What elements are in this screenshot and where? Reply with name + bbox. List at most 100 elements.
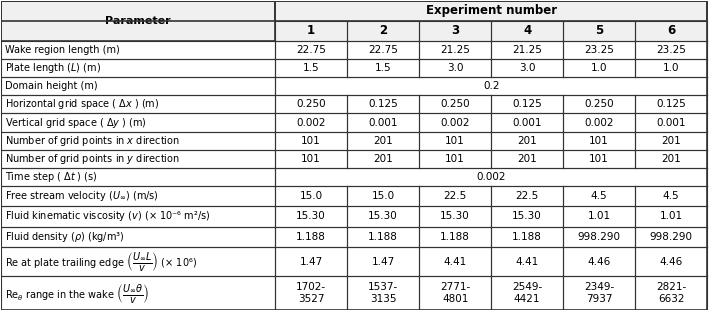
Bar	[491, 226, 563, 247]
Bar	[491, 114, 563, 132]
Bar	[491, 41, 563, 59]
Text: 5: 5	[595, 24, 603, 37]
Bar	[636, 21, 707, 41]
Bar	[347, 247, 419, 276]
Text: 1.5: 1.5	[375, 63, 391, 73]
Bar	[347, 41, 419, 59]
Text: 0.001: 0.001	[513, 118, 542, 128]
Text: 15.30: 15.30	[440, 211, 470, 221]
Bar	[419, 247, 491, 276]
Text: 0.125: 0.125	[513, 99, 542, 109]
Text: 101: 101	[589, 154, 609, 164]
Bar	[1, 77, 275, 95]
Text: 4.46: 4.46	[588, 257, 611, 267]
Text: 1.01: 1.01	[588, 211, 611, 221]
Bar	[491, 206, 563, 226]
Bar	[1, 206, 275, 226]
Text: 0.002: 0.002	[584, 118, 614, 128]
Text: 2: 2	[379, 24, 388, 37]
Bar	[636, 226, 707, 247]
Bar	[275, 41, 347, 59]
Text: 22.5: 22.5	[443, 191, 467, 201]
Text: 201: 201	[517, 136, 537, 146]
Text: 15.30: 15.30	[368, 211, 398, 221]
Bar	[275, 186, 347, 206]
Text: 0.250: 0.250	[584, 99, 614, 109]
Text: Wake region length (m): Wake region length (m)	[5, 45, 120, 55]
Bar	[419, 206, 491, 226]
Text: 1.47: 1.47	[299, 257, 322, 267]
Text: 2549-
4421: 2549- 4421	[512, 282, 542, 304]
Text: 4: 4	[523, 24, 531, 37]
Text: 101: 101	[445, 154, 465, 164]
Text: 101: 101	[301, 136, 321, 146]
Bar	[419, 21, 491, 41]
Bar	[491, 186, 563, 206]
Text: 998.290: 998.290	[578, 232, 620, 242]
Text: 1.188: 1.188	[296, 232, 326, 242]
Text: 15.0: 15.0	[299, 191, 322, 201]
Bar	[419, 150, 491, 168]
Text: 101: 101	[445, 136, 465, 146]
Bar	[636, 150, 707, 168]
Bar	[636, 41, 707, 59]
Text: Horizontal grid space ( $\Delta x$ ) (m): Horizontal grid space ( $\Delta x$ ) (m)	[5, 97, 159, 111]
Text: Domain height (m): Domain height (m)	[5, 81, 98, 91]
Bar	[275, 168, 707, 186]
Text: Fluid density ($\rho$) (kg/m³): Fluid density ($\rho$) (kg/m³)	[5, 230, 124, 244]
Bar	[563, 114, 636, 132]
Text: 6: 6	[667, 24, 675, 37]
Text: Fluid kinematic viscosity ($v$) (× 10⁻⁶ m²/s): Fluid kinematic viscosity ($v$) (× 10⁻⁶ …	[5, 209, 210, 223]
Text: 0.002: 0.002	[476, 172, 506, 182]
Bar	[347, 186, 419, 206]
Text: 0.125: 0.125	[368, 99, 398, 109]
Text: 1.01: 1.01	[659, 211, 683, 221]
Bar	[1, 41, 275, 59]
Text: 1.0: 1.0	[591, 63, 607, 73]
Text: 1: 1	[307, 24, 315, 37]
Bar	[419, 186, 491, 206]
Text: Number of grid points in $x$ direction: Number of grid points in $x$ direction	[5, 134, 180, 148]
Bar	[636, 59, 707, 77]
Text: 2771-
4801: 2771- 4801	[440, 282, 470, 304]
Bar	[275, 226, 347, 247]
Text: 1.5: 1.5	[303, 63, 320, 73]
Bar	[347, 114, 419, 132]
Text: 101: 101	[301, 154, 321, 164]
Bar	[347, 132, 419, 150]
Text: 23.25: 23.25	[584, 45, 614, 55]
Bar	[347, 59, 419, 77]
Bar	[636, 132, 707, 150]
Bar	[491, 21, 563, 41]
Bar	[275, 276, 347, 310]
Text: 101: 101	[589, 136, 609, 146]
Text: 201: 201	[517, 154, 537, 164]
Bar	[563, 206, 636, 226]
Bar	[636, 276, 707, 310]
Bar	[1, 1, 275, 41]
Bar	[347, 276, 419, 310]
Bar	[419, 95, 491, 114]
Text: 22.5: 22.5	[515, 191, 539, 201]
Text: 0.250: 0.250	[440, 99, 470, 109]
Bar	[275, 132, 347, 150]
Bar	[347, 226, 419, 247]
Bar	[563, 21, 636, 41]
Bar	[419, 226, 491, 247]
Text: Re$_{\theta}$ range in the wake $\left(\dfrac{U_{\infty}\theta}{v}\right)$: Re$_{\theta}$ range in the wake $\left(\…	[5, 281, 149, 304]
Text: 1.188: 1.188	[368, 232, 398, 242]
Bar	[1, 276, 275, 310]
Text: 0.2: 0.2	[483, 81, 500, 91]
Bar	[347, 95, 419, 114]
Text: 1.47: 1.47	[372, 257, 395, 267]
Bar	[636, 114, 707, 132]
Text: 0.125: 0.125	[656, 99, 686, 109]
Text: 15.30: 15.30	[296, 211, 326, 221]
Bar	[636, 186, 707, 206]
Bar	[563, 59, 636, 77]
Text: 1.0: 1.0	[663, 63, 680, 73]
Text: 15.30: 15.30	[513, 211, 542, 221]
Bar	[347, 21, 419, 41]
Text: 21.25: 21.25	[512, 45, 542, 55]
Text: Time step ( $\Delta t$ ) (s): Time step ( $\Delta t$ ) (s)	[5, 170, 98, 184]
